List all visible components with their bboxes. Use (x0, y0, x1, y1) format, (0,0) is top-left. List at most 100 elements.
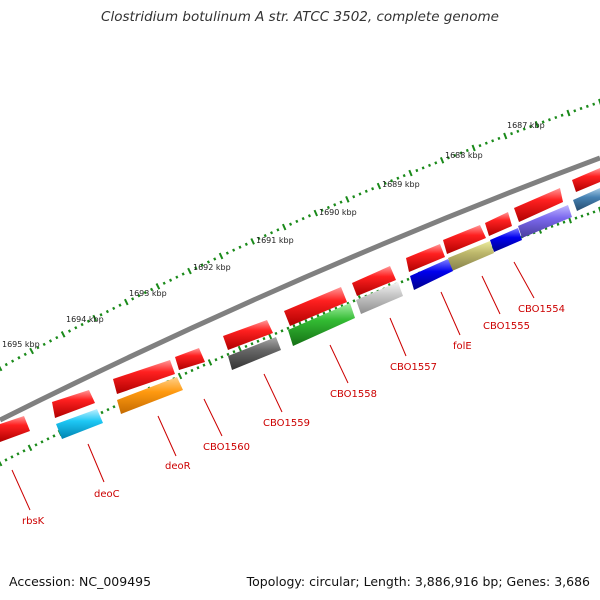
feature-cds[interactable] (52, 390, 95, 418)
minor-tick (383, 181, 387, 186)
gene-label-folE[interactable]: folE (453, 341, 472, 352)
gene-label-deoR[interactable]: deoR (165, 461, 191, 472)
ruler-labels: 1687 kbp 1688 kbp 1689 kbp 1690 kbp 1691… (2, 121, 545, 349)
gene-label-CBO1557[interactable]: CBO1557 (390, 362, 437, 373)
map-title: Clostridium botulinum A str. ATCC 3502, … (101, 9, 499, 25)
minor-tick (86, 319, 90, 323)
minor-tick (131, 297, 135, 301)
minor-tick (280, 329, 284, 333)
minor-tick (292, 324, 296, 328)
minor-tick (322, 311, 326, 315)
minor-tick (4, 458, 8, 462)
gene-labels: CBO1554 CBO1555 folE CBO1557 CBO1558 CBO… (22, 304, 565, 527)
major-tick (0, 365, 3, 372)
feature-cds[interactable] (175, 348, 205, 370)
minor-tick (316, 314, 320, 318)
feature-cds[interactable] (284, 287, 347, 326)
gene-label-CBO1560[interactable]: CBO1560 (203, 442, 250, 453)
minor-tick (310, 316, 314, 320)
ruler-label-1687: 1687 kbp (507, 121, 545, 130)
minor-tick (34, 443, 38, 447)
gene-label-CBO1559[interactable]: CBO1559 (263, 418, 310, 429)
feature-deepskyblue[interactable] (56, 409, 103, 439)
outer-feature-ring (0, 168, 600, 442)
major-tick (124, 298, 129, 306)
major-tick (177, 372, 183, 380)
feature-silver[interactable] (356, 282, 403, 314)
ruler-label-1692: 1692 kbp (193, 263, 231, 272)
leader-line (440, 291, 461, 336)
feature-steelblue[interactable] (573, 188, 600, 211)
feature-cds[interactable] (352, 266, 396, 296)
feature-dimgray[interactable] (228, 337, 281, 370)
topology-text: Topology: circular; Length: 3,886,916 bp… (246, 574, 590, 589)
minor-tick (99, 313, 103, 317)
minor-tick (23, 352, 27, 357)
feature-blue[interactable] (410, 259, 453, 290)
minor-tick (364, 189, 368, 193)
feature-cds[interactable] (485, 212, 512, 236)
minor-tick (184, 371, 188, 375)
minor-tick (80, 322, 84, 327)
feature-cds[interactable] (406, 244, 445, 272)
leader-line (87, 443, 105, 483)
minor-tick (143, 290, 147, 295)
minor-tick (371, 187, 375, 191)
major-tick (207, 359, 213, 366)
minor-tick (232, 248, 236, 252)
minor-tick (510, 132, 514, 136)
minor-tick (213, 257, 217, 261)
ruler-label-1695: 1695 kbp (2, 340, 40, 349)
minor-tick (522, 127, 526, 131)
feature-darkorange[interactable] (117, 377, 183, 414)
major-tick (0, 460, 3, 467)
minor-tick (562, 220, 566, 224)
feature-cds[interactable] (443, 225, 486, 254)
minor-tick (434, 161, 438, 165)
ruler-label-1689: 1689 kbp (382, 180, 420, 189)
major-tick (439, 157, 445, 164)
minor-tick (106, 407, 110, 412)
ruler-label-1690: 1690 kbp (319, 208, 357, 217)
major-tick (155, 283, 161, 290)
feature-green[interactable] (288, 303, 355, 346)
feature-blue[interactable] (490, 228, 522, 252)
gene-label-deoC[interactable]: deoC (94, 489, 120, 500)
minor-tick (162, 281, 166, 285)
feature-cds[interactable] (113, 360, 175, 394)
major-tick (281, 223, 287, 231)
gene-label-CBO1555[interactable]: CBO1555 (483, 321, 530, 332)
gene-label-CBO1554[interactable]: CBO1554 (518, 304, 565, 315)
minor-tick (100, 410, 104, 415)
feature-cds[interactable] (0, 416, 30, 442)
minor-tick (112, 405, 116, 409)
minor-tick (256, 339, 260, 343)
leader-line (157, 415, 177, 457)
feature-khaki[interactable] (448, 241, 494, 271)
gene-label-CBO1558[interactable]: CBO1558 (330, 389, 377, 400)
minor-tick (36, 345, 40, 350)
minor-tick (592, 102, 596, 106)
minor-tick (11, 359, 15, 363)
minor-tick (541, 120, 545, 124)
gene-label-rbsK[interactable]: rbsK (22, 516, 45, 527)
feature-cds[interactable] (572, 168, 600, 192)
minor-tick (46, 437, 50, 441)
major-tick (27, 444, 33, 452)
feature-cds[interactable] (223, 320, 273, 350)
minor-tick (550, 224, 554, 228)
feature-cds[interactable] (514, 188, 563, 222)
minor-tick (585, 104, 589, 108)
minor-tick (574, 216, 578, 220)
feature-slateblue[interactable] (518, 205, 572, 238)
minor-tick (257, 236, 261, 241)
minor-tick (560, 113, 564, 117)
minor-tick (232, 350, 236, 354)
minor-tick (4, 362, 8, 367)
minor-tick (52, 434, 56, 438)
minor-tick (556, 222, 560, 226)
minor-tick (22, 449, 26, 453)
minor-tick (333, 203, 337, 207)
genome-backbone (0, 155, 600, 423)
leader-line (513, 261, 535, 299)
